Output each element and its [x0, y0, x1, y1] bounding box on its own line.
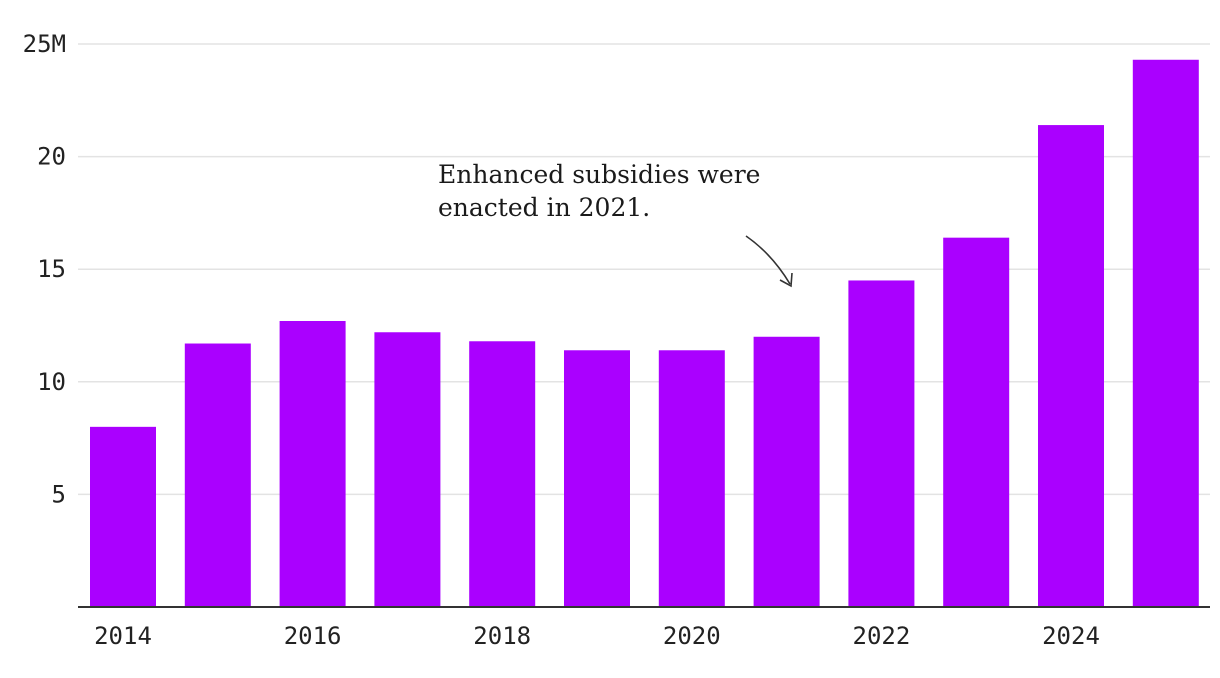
gridlines: [78, 43, 1210, 496]
bar-2021: [753, 336, 820, 607]
annotation-arrow: [745, 235, 791, 285]
bar-2017: [374, 332, 441, 607]
x-tick-label: 2020: [663, 622, 721, 650]
bar-2024: [1038, 125, 1104, 608]
bar-2015: [184, 343, 251, 607]
annotation: Enhanced subsidies were enacted in 2021.: [438, 160, 793, 288]
x-tick-label: 2018: [473, 622, 531, 650]
annotation-line-1: Enhanced subsidies were: [438, 160, 760, 189]
x-axis-ticks: 2014 2016 2018 2020 2022 2024: [94, 622, 1100, 650]
y-tick-label: 15: [37, 255, 66, 283]
y-tick-label: 10: [37, 368, 66, 396]
x-tick-label: 2014: [94, 622, 152, 650]
x-tick-label: 2024: [1042, 622, 1100, 650]
bar-2023: [943, 237, 1010, 607]
x-tick-label: 2022: [853, 622, 911, 650]
y-tick-label: 25M: [23, 30, 66, 58]
bar-2025: [1132, 59, 1199, 608]
bar-2016: [279, 320, 346, 607]
x-tick-label: 2016: [284, 622, 342, 650]
y-tick-label: 20: [37, 143, 66, 171]
annotation-arrowhead: [779, 272, 793, 288]
bar-2020: [658, 350, 725, 607]
annotation-line-2: enacted in 2021.: [438, 193, 650, 222]
y-tick-label: 5: [52, 480, 66, 508]
bar-2014: [90, 426, 156, 607]
bar-2018: [469, 341, 536, 607]
bars: [90, 59, 1199, 608]
bar-2022: [848, 280, 915, 607]
bar-2019: [564, 350, 630, 607]
y-axis-ticks: 5 10 15 20 25M: [23, 30, 66, 508]
